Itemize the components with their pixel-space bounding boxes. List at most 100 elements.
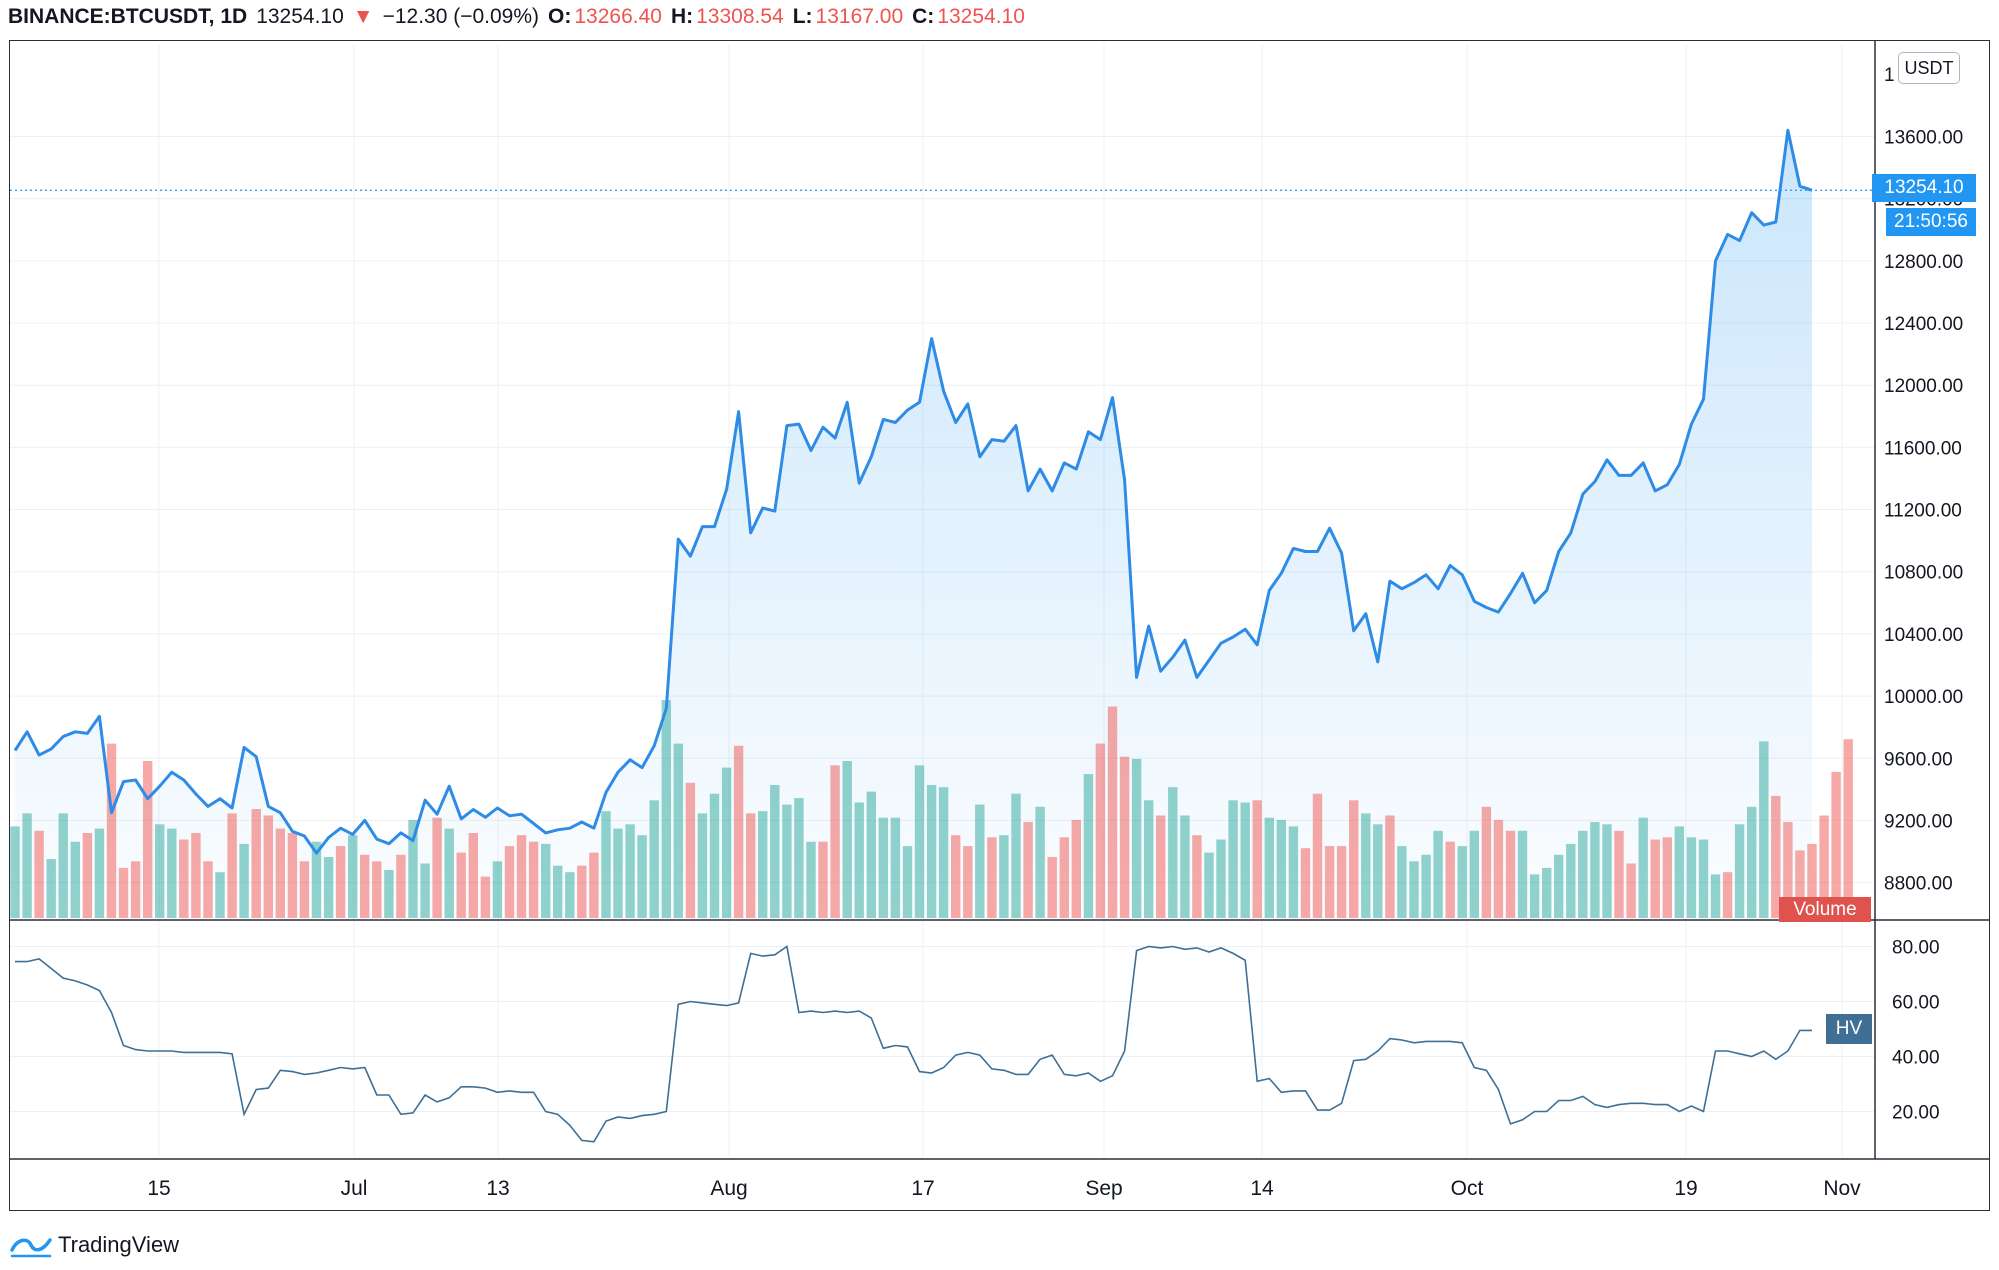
volume-bar	[613, 828, 623, 918]
hv-tick-label: 20.00	[1892, 1103, 1940, 1124]
volume-bar	[987, 837, 997, 918]
volume-bar	[541, 843, 551, 918]
volume-bar	[1554, 854, 1564, 918]
volume-bar	[914, 765, 925, 918]
symbol-header: BINANCE:BTCUSDT, 1D 13254.10 ▼ −12.30 (−…	[8, 2, 1025, 32]
volume-bar	[372, 861, 382, 918]
volume-bar	[1349, 800, 1359, 918]
volume-bar	[167, 828, 177, 918]
volume-bar	[963, 846, 973, 918]
hv-legend[interactable]: HV	[1826, 1014, 1872, 1044]
volume-bar	[1083, 774, 1094, 918]
volume-bar	[1192, 835, 1202, 918]
volume-bar	[902, 846, 913, 918]
volume-bar	[1131, 758, 1142, 918]
volume-bar	[721, 767, 732, 918]
tradingview-brand[interactable]: TradingView	[10, 1230, 179, 1260]
price-tick-label: 11200.00	[1884, 501, 1962, 522]
countdown-tag: 21:50:56	[1886, 208, 1976, 236]
symbol-title[interactable]: BINANCE:BTCUSDT, 1D	[8, 5, 248, 28]
volume-bar	[1662, 837, 1672, 918]
volume-bar	[1288, 826, 1299, 918]
chart-frame[interactable]	[9, 40, 1990, 1211]
volume-bar	[1264, 817, 1274, 918]
price-tick-label: 12800.00	[1884, 252, 1963, 273]
last-price: 13254.10	[256, 5, 344, 28]
hv-tick-label: 60.00	[1892, 993, 1940, 1014]
volume-bar	[1023, 822, 1033, 918]
volume-bar	[118, 867, 129, 918]
volume-bar	[1433, 830, 1443, 918]
volume-legend[interactable]: Volume	[1779, 897, 1871, 922]
volume-bar	[553, 865, 563, 918]
volume-bar	[1566, 843, 1576, 918]
volume-bar	[1445, 841, 1455, 918]
volume-bar	[46, 859, 56, 918]
volume-bar	[758, 811, 768, 918]
volume-bar	[1686, 837, 1697, 918]
volume-bar	[565, 872, 575, 918]
volume-bar	[1361, 813, 1371, 918]
hv-tick-label: 80.00	[1892, 938, 1940, 959]
currency-button[interactable]: USDT	[1898, 52, 1960, 84]
volume-bar	[830, 765, 840, 918]
volume-bar	[1481, 806, 1492, 918]
volume-bar	[818, 841, 828, 918]
volume-bar	[685, 782, 696, 918]
volume-bar	[842, 761, 852, 918]
volume-bar	[408, 819, 418, 918]
volume-bar	[504, 846, 515, 918]
time-tick-label: 15	[147, 1177, 170, 1200]
volume-bar	[866, 791, 876, 918]
price-tick-label: 10400.00	[1884, 625, 1963, 646]
volume-bar	[323, 857, 334, 918]
volume-bar	[1517, 830, 1528, 918]
volume-bar	[1807, 843, 1817, 918]
volume-bar	[746, 813, 756, 918]
volume-bar	[1747, 806, 1757, 918]
volume-bar	[1180, 815, 1190, 918]
price-area-fill	[15, 130, 1812, 919]
brand-name: TradingView	[58, 1232, 180, 1257]
volume-bar	[1626, 863, 1636, 918]
volume-bar	[1300, 848, 1311, 918]
volume-bars	[10, 700, 1853, 918]
volume-bar	[601, 811, 611, 918]
volume-bar	[516, 835, 527, 918]
low-value: 13167.00	[815, 5, 904, 28]
volume-bar	[1469, 830, 1479, 918]
volume-bar	[1493, 819, 1504, 918]
volume-bar	[1674, 826, 1684, 918]
volume-bar	[432, 817, 442, 918]
volume-bar	[1650, 839, 1660, 918]
volume-bar	[1614, 830, 1624, 918]
hv-tick-label: 40.00	[1892, 1048, 1940, 1069]
volume-bar	[1168, 787, 1178, 918]
axis-labels: 13600.0013200.0012800.0012400.0012000.00…	[147, 65, 1963, 1200]
volume-bar	[275, 828, 285, 918]
tradingview-logo-icon	[10, 1238, 52, 1258]
volume-bar	[1385, 815, 1395, 918]
volume-bar	[926, 785, 937, 918]
price-tick-label: 12000.00	[1884, 376, 1963, 397]
volume-bar	[203, 861, 213, 918]
volume-bar	[1421, 854, 1431, 918]
volume-bar	[1373, 824, 1383, 918]
price-tick-label: 11600.00	[1884, 438, 1962, 459]
price-tick-label: 8800.00	[1884, 874, 1953, 895]
volume-bar	[299, 861, 310, 918]
open-value: 13266.40	[574, 5, 662, 28]
volume-bar	[733, 745, 744, 918]
volume-bar	[1228, 800, 1238, 918]
volume-bar	[1457, 846, 1467, 918]
volume-bar	[938, 787, 949, 918]
volume-bar	[951, 835, 961, 918]
volume-bar	[782, 804, 792, 918]
volume-bar	[311, 841, 322, 918]
volume-bar	[1795, 850, 1805, 918]
volume-bar	[1505, 830, 1516, 918]
volume-bar	[1324, 846, 1335, 918]
volume-bar	[34, 830, 44, 918]
volume-bar	[179, 839, 189, 918]
